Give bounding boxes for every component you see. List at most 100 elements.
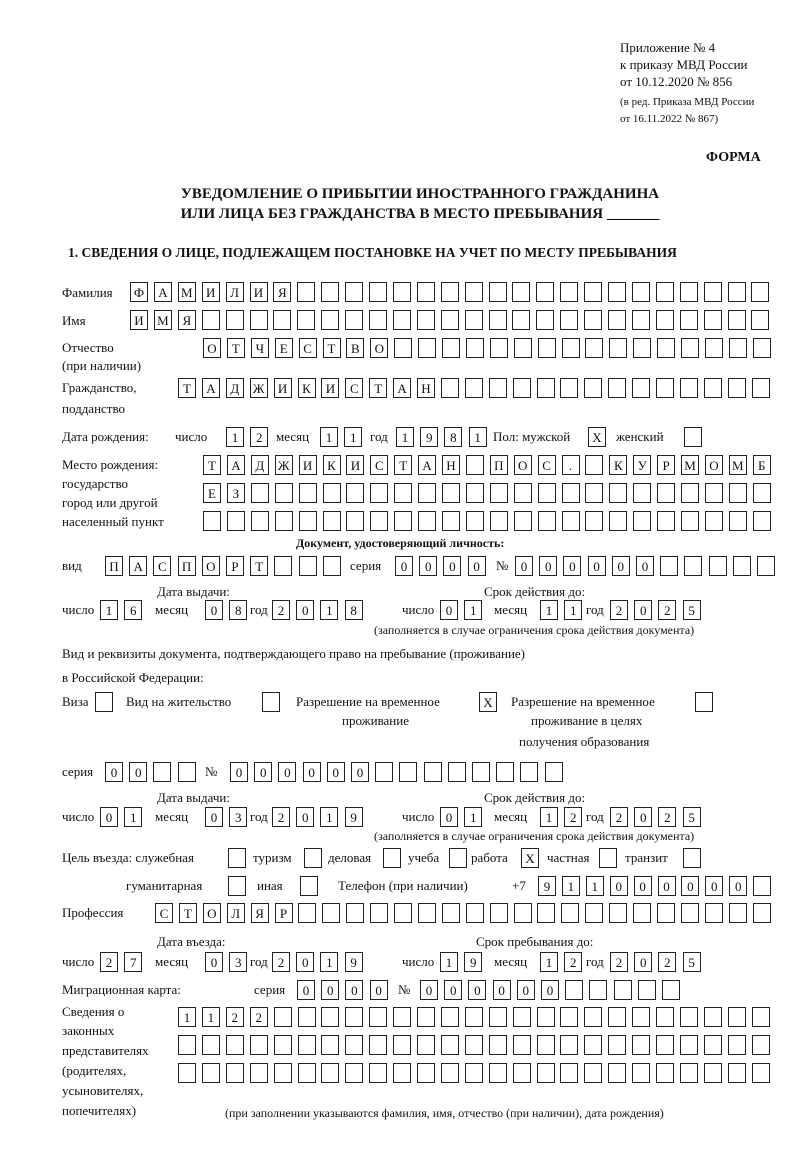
birthplace-line2-cell[interactable]	[633, 483, 652, 503]
patronymic-cell[interactable]: Ч	[250, 338, 269, 358]
stay-number-cell[interactable]: 0	[351, 762, 369, 782]
profession-cell[interactable]	[298, 903, 317, 923]
patronymic-cell[interactable]: С	[298, 338, 317, 358]
reps-line2-cell[interactable]	[464, 1035, 483, 1055]
id-series-cell[interactable]: 0	[395, 556, 413, 576]
surname-cell[interactable]	[464, 282, 483, 302]
id-valid-month-cell[interactable]: 1	[540, 600, 558, 620]
birthplace-line1-cell[interactable]: У	[633, 455, 652, 475]
entry-month-cell[interactable]: 3	[229, 952, 248, 972]
citizenship-cell[interactable]	[536, 378, 555, 398]
stay-issue-year-cell[interactable]: 9	[344, 807, 363, 827]
stay-until-year-cell[interactable]: 0	[634, 952, 653, 972]
id-kind-cell[interactable]	[322, 556, 341, 576]
name-cell[interactable]	[225, 310, 244, 330]
purpose-official-cell[interactable]	[228, 848, 246, 868]
id-issue-month-cell[interactable]: 0	[205, 600, 223, 620]
birthplace-line1-cell[interactable]	[585, 455, 604, 475]
entry-year-cell[interactable]: 0	[296, 952, 315, 972]
stay-until-month-cell[interactable]: 2	[564, 952, 583, 972]
entry-day-cell[interactable]: 7	[124, 952, 143, 972]
sex-male-cell[interactable]: X	[588, 427, 606, 447]
visa-cell[interactable]	[95, 692, 113, 712]
phone-cell[interactable]: 0	[633, 876, 652, 896]
surname-cell[interactable]	[584, 282, 603, 302]
patronymic-cell[interactable]	[752, 338, 771, 358]
phone-cell[interactable]: 9	[538, 876, 556, 896]
stay-valid-year-cell[interactable]: 2	[658, 807, 677, 827]
profession-cell[interactable]	[417, 903, 436, 923]
birthplace-line3-cell[interactable]	[752, 511, 771, 531]
name-cell[interactable]	[560, 310, 579, 330]
birthplace-line3-cell[interactable]	[465, 511, 484, 531]
birthplace-line1-cell[interactable]: Н	[442, 455, 460, 475]
mc-number-cell[interactable]	[565, 980, 584, 1000]
profession-cell[interactable]	[489, 903, 508, 923]
citizenship-cell[interactable]: Т	[178, 378, 196, 398]
citizenship-cell[interactable]: С	[345, 378, 364, 398]
id-issue-day-cell[interactable]: 6	[124, 600, 143, 620]
name-cell[interactable]	[321, 310, 340, 330]
phone-cell[interactable]	[753, 876, 772, 896]
reps-line1-cell[interactable]	[369, 1007, 388, 1027]
reps-line1-cell[interactable]	[417, 1007, 435, 1027]
profession-cell[interactable]: Т	[178, 903, 197, 923]
profession-cell[interactable]: С	[155, 903, 173, 923]
birthplace-line2-cell[interactable]	[322, 483, 341, 503]
citizenship-cell[interactable]: И	[273, 378, 292, 398]
patronymic-cell[interactable]	[681, 338, 699, 358]
surname-cell[interactable]	[488, 282, 507, 302]
birthplace-line1-cell[interactable]: И	[298, 455, 317, 475]
phone-cell[interactable]: 0	[729, 876, 748, 896]
birth-year-cell[interactable]: 8	[444, 427, 463, 447]
stay-valid-year-cell[interactable]: 5	[682, 807, 701, 827]
stay-number-cell[interactable]	[496, 762, 515, 782]
id-kind-cell[interactable]: Р	[226, 556, 244, 576]
reps-line1-cell[interactable]: 1	[201, 1007, 220, 1027]
purpose-transit-cell[interactable]	[683, 848, 701, 868]
phone-cell[interactable]: 0	[657, 876, 676, 896]
birthplace-line3-cell[interactable]	[704, 511, 723, 531]
surname-cell[interactable]	[560, 282, 579, 302]
stay-valid-year-cell[interactable]: 2	[610, 807, 628, 827]
reps-line3-cell[interactable]	[727, 1063, 746, 1083]
reps-line3-cell[interactable]	[225, 1063, 244, 1083]
id-series-cell[interactable]: 0	[467, 556, 486, 576]
phone-cell[interactable]: 1	[561, 876, 580, 896]
id-series-cell[interactable]: 0	[419, 556, 438, 576]
reps-line2-cell[interactable]	[727, 1035, 746, 1055]
id-valid-year-cell[interactable]: 0	[634, 600, 653, 620]
name-cell[interactable]	[440, 310, 459, 330]
reps-line2-cell[interactable]	[488, 1035, 507, 1055]
mc-number-cell[interactable]: 0	[492, 980, 511, 1000]
birthplace-line1-cell[interactable]: О	[704, 455, 723, 475]
birthplace-line2-cell[interactable]	[681, 483, 699, 503]
stay-issue-month-cell[interactable]: 3	[229, 807, 248, 827]
surname-cell[interactable]: И	[249, 282, 268, 302]
birthplace-line1-cell[interactable]: Ж	[274, 455, 293, 475]
reps-line2-cell[interactable]	[321, 1035, 340, 1055]
name-cell[interactable]	[416, 310, 435, 330]
patronymic-cell[interactable]	[418, 338, 437, 358]
patronymic-cell[interactable]	[728, 338, 747, 358]
profession-cell[interactable]	[394, 903, 412, 923]
birthplace-line3-cell[interactable]	[322, 511, 341, 531]
surname-cell[interactable]: Я	[273, 282, 292, 302]
citizenship-cell[interactable]	[488, 378, 507, 398]
reps-line2-cell[interactable]	[632, 1035, 651, 1055]
stay-valid-day-cell[interactable]: 0	[440, 807, 458, 827]
surname-cell[interactable]	[703, 282, 722, 302]
profession-cell[interactable]: Я	[250, 903, 269, 923]
citizenship-cell[interactable]	[560, 378, 579, 398]
stay-issue-year-cell[interactable]: 1	[320, 807, 339, 827]
reps-line3-cell[interactable]	[632, 1063, 651, 1083]
reps-line3-cell[interactable]	[512, 1063, 531, 1083]
name-cell[interactable]	[608, 310, 626, 330]
reps-line1-cell[interactable]	[632, 1007, 651, 1027]
birthplace-line1-cell[interactable]: С	[537, 455, 556, 475]
reps-line3-cell[interactable]	[584, 1063, 603, 1083]
citizenship-cell[interactable]	[632, 378, 651, 398]
birthplace-line1-cell[interactable]: П	[489, 455, 508, 475]
stay-number-cell[interactable]: 0	[230, 762, 248, 782]
birthplace-line2-cell[interactable]	[489, 483, 508, 503]
